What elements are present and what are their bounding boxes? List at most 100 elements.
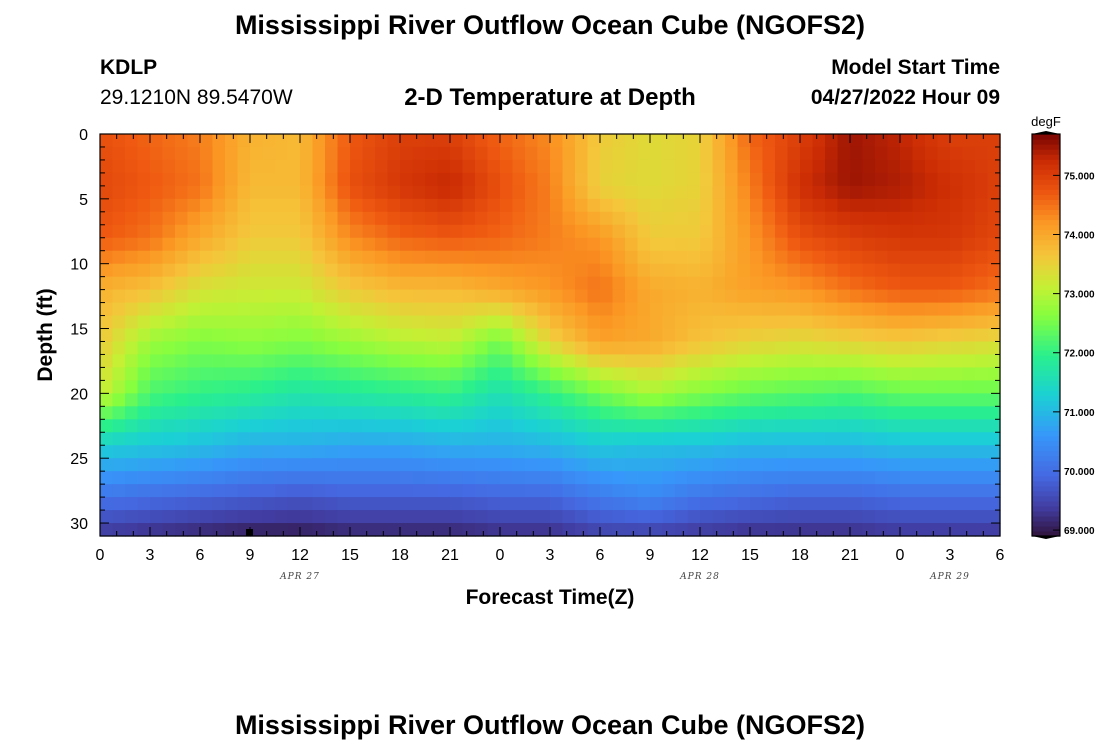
heatmap-cell: [762, 393, 776, 407]
heatmap-cell: [562, 458, 576, 472]
heatmap-cell: [312, 211, 326, 226]
heatmap-cell: [775, 289, 789, 304]
heatmap-cell: [900, 445, 914, 459]
heatmap-cell: [225, 445, 239, 459]
x-tick-label: 12: [691, 547, 709, 564]
heatmap-cell: [537, 134, 551, 148]
heatmap-cell: [400, 380, 414, 394]
heatmap-cell: [412, 419, 426, 433]
heatmap-cell: [725, 315, 739, 330]
heatmap-cell: [125, 406, 139, 420]
heatmap-cell: [925, 354, 939, 369]
heatmap-cell: [100, 328, 114, 343]
heatmap-cell: [712, 341, 726, 356]
heatmap-cell: [162, 185, 176, 200]
heatmap-cell: [625, 198, 639, 213]
heatmap-cell: [362, 276, 376, 291]
heatmap-cells: [100, 134, 1001, 537]
heatmap-cell: [600, 406, 614, 420]
heatmap-cell: [625, 237, 639, 252]
heatmap-cell: [975, 263, 989, 278]
colorbar-segment: [1032, 525, 1060, 532]
date-label: APR 28: [679, 572, 720, 582]
heatmap-cell: [112, 185, 126, 200]
colorbar-segment: [1032, 385, 1060, 391]
heatmap-cell: [137, 289, 151, 304]
heatmap-cell: [112, 211, 126, 226]
heatmap-cell: [775, 380, 789, 394]
heatmap-cell: [825, 315, 839, 330]
heatmap-cell: [537, 497, 551, 511]
heatmap-cell: [737, 159, 751, 174]
heatmap-cell: [812, 328, 826, 343]
heatmap-cell: [112, 523, 126, 537]
heatmap-cell: [550, 432, 564, 446]
heatmap-cell: [950, 250, 964, 265]
heatmap-cell: [225, 146, 239, 161]
heatmap-cell: [637, 458, 651, 472]
heatmap-cell: [862, 134, 876, 148]
heatmap-cell: [987, 471, 1001, 485]
heatmap-cell: [987, 185, 1001, 200]
heatmap-cell: [737, 445, 751, 459]
heatmap-cell: [650, 198, 664, 213]
heatmap-cell: [537, 276, 551, 291]
heatmap-cell: [762, 419, 776, 433]
heatmap-cell: [175, 523, 189, 537]
heatmap-cell: [225, 211, 239, 226]
heatmap-cell: [750, 458, 764, 472]
heatmap-cell: [137, 146, 151, 161]
heatmap-cell: [350, 263, 364, 278]
colorbar-tick-label: 75.000: [1064, 171, 1095, 182]
heatmap-cell: [562, 406, 576, 420]
heatmap-cell: [550, 406, 564, 420]
heatmap-cell: [187, 354, 201, 369]
heatmap-cell: [775, 134, 789, 148]
heatmap-cell: [775, 159, 789, 174]
heatmap-cell: [837, 471, 851, 485]
heatmap-cell: [512, 471, 526, 485]
heatmap-cell: [400, 211, 414, 226]
heatmap-cell: [650, 393, 664, 407]
heatmap-cell: [225, 484, 239, 498]
heatmap-cell: [350, 211, 364, 226]
heatmap-cell: [412, 146, 426, 161]
heatmap-cell: [662, 134, 676, 148]
heatmap-cell: [150, 497, 164, 511]
colorbar-segment: [1032, 164, 1060, 170]
heatmap-cell: [437, 328, 451, 343]
x-tick-label: 18: [391, 547, 409, 564]
heatmap-cell: [650, 419, 664, 433]
heatmap-cell: [912, 328, 926, 343]
heatmap-cell: [287, 159, 301, 174]
heatmap-cell: [812, 484, 826, 498]
heatmap-cell: [812, 393, 826, 407]
heatmap-cell: [125, 302, 139, 317]
heatmap-cell: [612, 185, 626, 200]
heatmap-cell: [325, 198, 339, 213]
heatmap-cell: [200, 185, 214, 200]
heatmap-cell: [587, 289, 601, 304]
heatmap-cell: [237, 432, 251, 446]
heatmap-cell: [150, 406, 164, 420]
heatmap-cell: [500, 471, 514, 485]
heatmap-cell: [200, 471, 214, 485]
heatmap-cell: [612, 484, 626, 498]
heatmap-cell: [787, 198, 801, 213]
heatmap-cell: [550, 276, 564, 291]
heatmap-cell: [375, 354, 389, 369]
heatmap-cell: [187, 471, 201, 485]
heatmap-cell: [337, 276, 351, 291]
heatmap-cell: [737, 328, 751, 343]
heatmap-cell: [975, 484, 989, 498]
heatmap-cell: [187, 419, 201, 433]
heatmap-cell: [537, 198, 551, 213]
heatmap-cell: [612, 276, 626, 291]
heatmap-cell: [375, 393, 389, 407]
heatmap-cell: [375, 484, 389, 498]
heatmap-cell: [737, 237, 751, 252]
heatmap-cell: [700, 406, 714, 420]
heatmap-cell: [362, 458, 376, 472]
heatmap-cell: [775, 172, 789, 187]
heatmap-cell: [837, 419, 851, 433]
